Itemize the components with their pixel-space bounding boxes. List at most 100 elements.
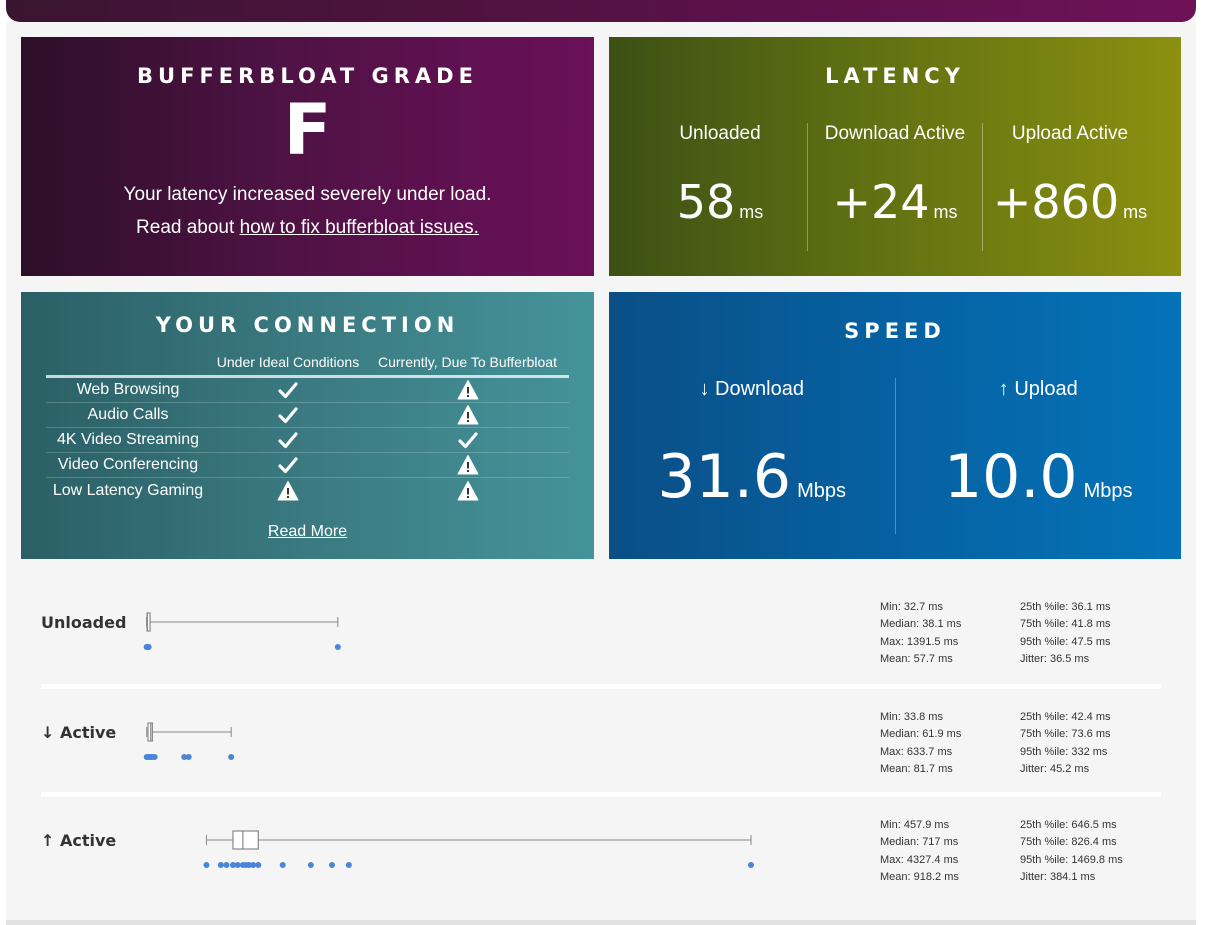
stat-line: 95th %ile: 332 ms (1020, 745, 1108, 758)
sample-point (203, 862, 210, 868)
download-label: Download (715, 378, 804, 400)
speed-download: ↓ Download 31.6 Mbps (609, 378, 895, 534)
latency-distribution-row: ↓ Active Min: 33.8 ms Median: 61.9 ms Max: … (41, 700, 1161, 790)
download-unit: Mbps (797, 480, 846, 502)
upload-number: 10.0 (944, 442, 1078, 512)
sample-point (229, 862, 236, 868)
current-status (366, 454, 569, 476)
stat-line: 95th %ile: 47.5 ms (1020, 635, 1111, 648)
latency-distribution-row: ↑ Active Min: 457.9 ms Median: 717 ms Max: … (41, 808, 1161, 898)
sample-point (185, 754, 192, 760)
speed-label: ↑ Upload (896, 378, 1182, 401)
latency-unit: ms (1123, 202, 1148, 222)
header-ideal: Under Ideal Conditions (216, 354, 360, 370)
activity-name: 4K Video Streaming (56, 431, 199, 448)
latency-upload-active: Upload Active +860 ms (982, 123, 1157, 251)
speed-upload: ↑ Upload 10.0 Mbps (894, 378, 1182, 534)
sample-point (181, 754, 188, 760)
panel-title: BUFFERBLOAT GRADE (137, 64, 478, 88)
check-icon (278, 382, 298, 399)
upload-label: Upload (1014, 378, 1078, 400)
stat-line: 25th %ile: 42.4 ms (1020, 711, 1111, 723)
current-status (366, 480, 569, 502)
connection-panel: YOUR CONNECTION Under Ideal Conditions C… (21, 292, 594, 559)
activity-name: Low Latency Gaming (52, 481, 204, 499)
read-more-line: Read More (21, 523, 594, 541)
stat-line: Max: 4327.4 ms (880, 853, 959, 866)
stat-line: Jitter: 36.5 ms (1020, 653, 1090, 666)
current-status (366, 379, 569, 401)
speed-columns: ↓ Download 31.6 Mbps ↑ Upload 10.0 Mbps (609, 378, 1181, 534)
bufferbloat-grade-panel: BUFFERBLOAT GRADE F Your latency increas… (21, 37, 594, 276)
connection-row: Low Latency Gaming (46, 478, 569, 503)
speed-value: 10.0 Mbps (896, 442, 1182, 512)
latency-value: +24 ms (808, 175, 982, 229)
stat-line: Mean: 918.2 ms (880, 871, 959, 884)
ideal-status (210, 404, 366, 426)
warning-icon (277, 480, 299, 500)
warning-icon (457, 405, 478, 425)
stat-line: Jitter: 384.1 ms (1020, 871, 1096, 884)
current-status (366, 429, 569, 451)
warning-icon (457, 380, 478, 400)
sample-point (328, 862, 335, 868)
top-bar (6, 0, 1196, 22)
grade-message: Your latency increased severely under lo… (123, 184, 492, 205)
stat-line: Min: 457.9 ms (880, 819, 950, 831)
stat-line: 25th %ile: 36.1 ms (1020, 601, 1111, 613)
sample-point (334, 644, 341, 650)
ideal-status (210, 429, 366, 451)
sample-point (223, 862, 230, 868)
sample-point (228, 754, 235, 760)
fix-bufferbloat-link[interactable]: how to fix bufferbloat issues. (239, 217, 479, 238)
stat-line: Jitter: 45.2 ms (1020, 763, 1090, 776)
sample-point (279, 862, 286, 868)
stat-line: 25th %ile: 646.5 ms (1020, 819, 1117, 831)
stat-line: Max: 1391.5 ms (880, 635, 959, 648)
connection-row: Audio Calls (46, 403, 569, 428)
stat-line: Max: 633.7 ms (880, 745, 953, 758)
warning-icon (457, 455, 478, 475)
latency-value: 58 ms (633, 175, 807, 229)
distribution-row-label: ↑ Active (41, 831, 117, 850)
latency-columns: Unloaded 58 ms Download Active +24 ms Uplo… (633, 123, 1157, 251)
stats-right: 25th %ile: 36.1 ms 75th %ile: 41.8 ms 95th… (1020, 599, 1111, 669)
latency-number: 58 (676, 175, 736, 229)
box-plot (143, 612, 341, 650)
connection-rows: Web Browsing Audio Calls 4K Video Streamin… (46, 378, 569, 503)
sample-point (250, 862, 257, 868)
latency-number: +860 (992, 175, 1120, 229)
connection-table: Under Ideal Conditions Currently, Due To… (46, 354, 569, 503)
check-icon (457, 432, 478, 449)
latency-panel: LATENCY Unloaded 58 ms Download Active +2… (609, 37, 1181, 276)
sample-point (255, 862, 262, 868)
row-divider (41, 792, 1161, 797)
stat-line: Mean: 57.7 ms (880, 653, 953, 666)
stat-line: 75th %ile: 73.6 ms (1020, 728, 1111, 741)
header-current: Currently, Due To Bufferbloat (378, 354, 557, 370)
read-more-link[interactable]: Read More (267, 523, 348, 540)
stats-left: Min: 457.9 ms Median: 717 ms Max: 4327.4 m… (880, 817, 959, 887)
stat-line: 95th %ile: 1469.8 ms (1020, 853, 1123, 866)
latency-distribution-row: Unloaded Min: 32.7 ms Median: 38.1 ms Max: … (41, 590, 1161, 680)
sample-point (234, 862, 241, 868)
stats-right: 25th %ile: 42.4 ms 75th %ile: 73.6 ms 95th… (1020, 709, 1111, 779)
latency-label: Unloaded (679, 123, 761, 144)
header-cell (46, 354, 210, 375)
box-plot (143, 722, 235, 760)
stat-line: Median: 38.1 ms (880, 618, 962, 631)
ideal-status (210, 454, 366, 476)
iqr-box (232, 830, 259, 850)
stat-line: Median: 61.9 ms (880, 728, 962, 741)
stat-line: 75th %ile: 826.4 ms (1020, 836, 1117, 849)
activity-name: Video Conferencing (57, 456, 199, 473)
latency-label: Upload Active (1011, 123, 1129, 144)
latency-unloaded: Unloaded 58 ms (633, 123, 807, 251)
grade-link-line: Read about how to fix bufferbloat issues… (21, 217, 594, 239)
speed-panel: SPEED ↓ Download 31.6 Mbps ↑ Upload 10.0 M… (609, 292, 1181, 559)
sample-point (151, 754, 158, 760)
upload-arrow-icon: ↑ (998, 378, 1009, 400)
speed-value: 31.6 Mbps (609, 442, 895, 512)
panel-title: SPEED (844, 319, 946, 343)
panel-title: YOUR CONNECTION (155, 313, 460, 337)
